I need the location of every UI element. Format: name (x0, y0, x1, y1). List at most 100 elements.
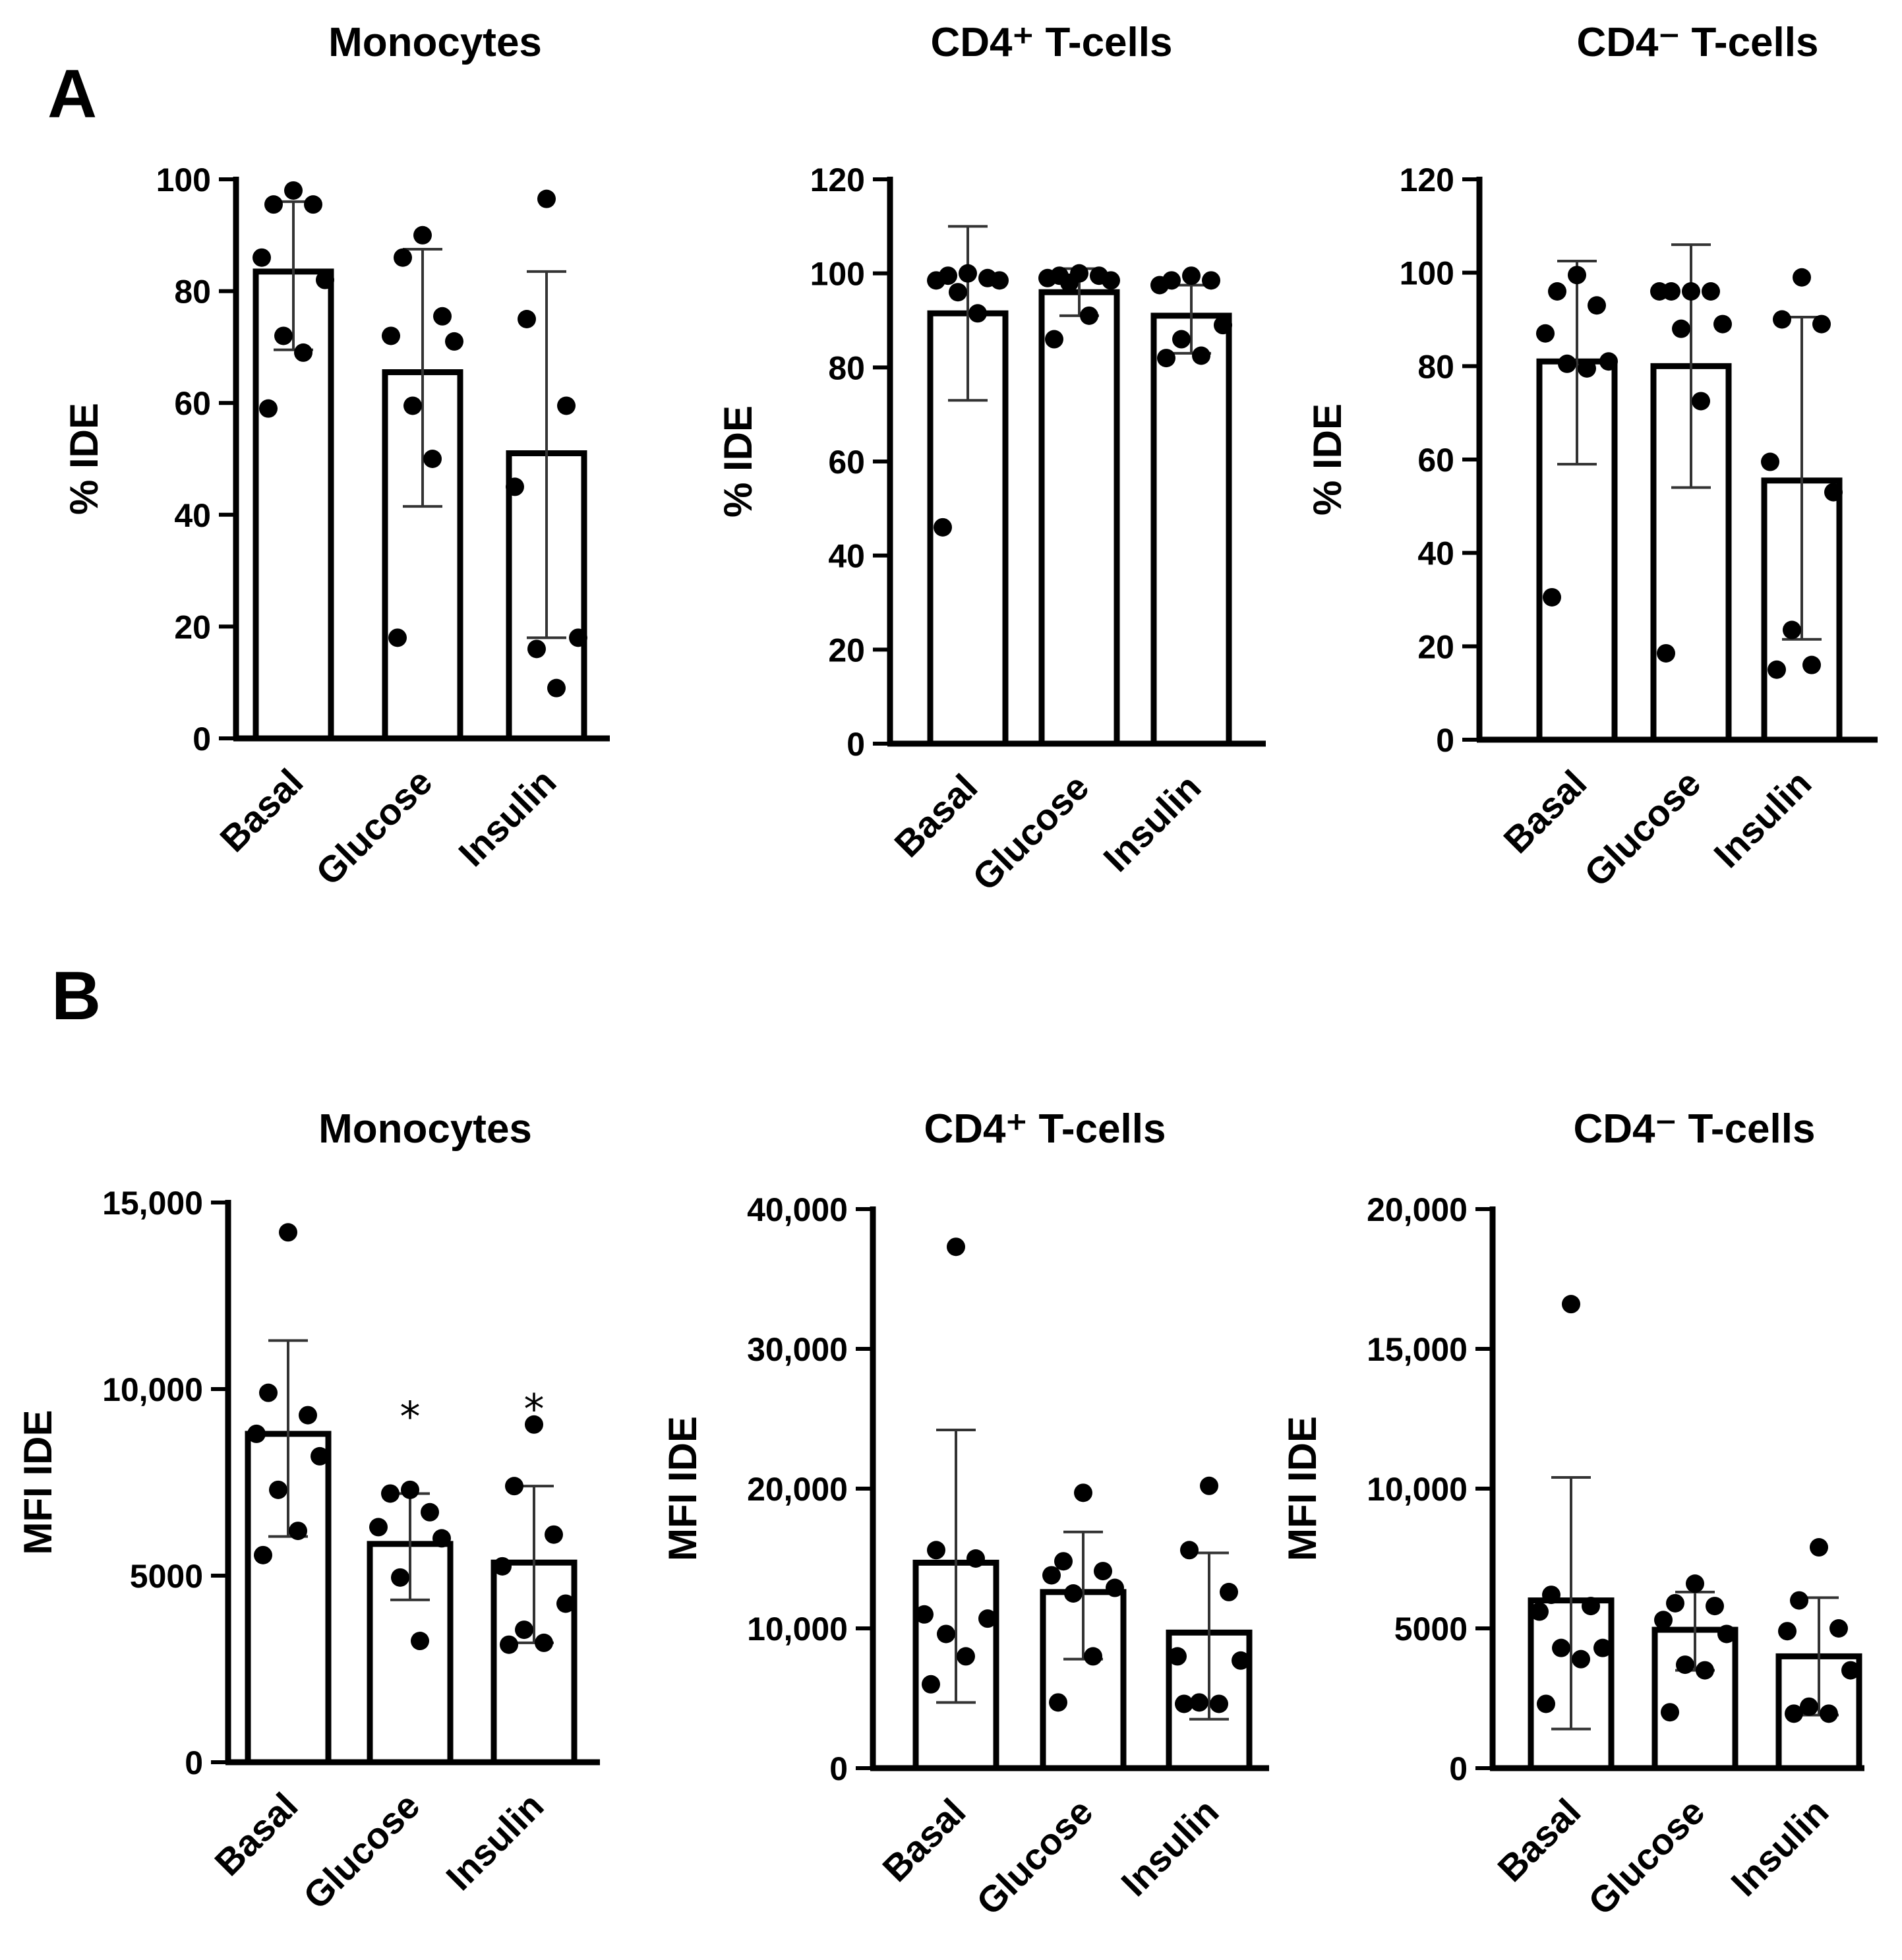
chart-3: CD4⁻ T-cells 0 20 40 60 80 100 120 % IDE BasalGlu… (1305, 20, 1878, 895)
data-point (1572, 1649, 1590, 1669)
data-point (1812, 314, 1831, 334)
y-tick-label: 60 (828, 444, 865, 481)
y-tick-label: 120 (1400, 162, 1454, 198)
chart-4: Monocytes 0 5000 10,000 15,000 MFI IDE Basal * G… (16, 1106, 600, 1917)
data-point (388, 628, 407, 647)
data-point (547, 678, 566, 698)
data-point (1536, 324, 1555, 343)
data-point (304, 195, 322, 214)
data-point (1042, 1566, 1061, 1585)
y-tick-label: 0 (829, 1750, 848, 1787)
data-point (1182, 266, 1201, 285)
data-point (1558, 354, 1576, 373)
data-point (1713, 314, 1732, 334)
data-point (1654, 1611, 1673, 1630)
y-tick-label: 80 (828, 349, 865, 386)
category-label: Basal (212, 761, 311, 860)
data-point (1168, 1647, 1187, 1666)
data-point (1783, 620, 1801, 639)
data-point (1210, 1694, 1228, 1713)
data-point (537, 189, 556, 208)
y-tick-label: 40 (1417, 535, 1454, 572)
data-point (1094, 1562, 1112, 1581)
data-point (505, 1477, 523, 1496)
data-point (1064, 1584, 1083, 1603)
y-tick-label: 30,000 (747, 1331, 848, 1368)
data-point (1200, 1476, 1218, 1495)
y-tick-label: 80 (174, 274, 211, 311)
category-label: Basal (874, 1791, 973, 1889)
y-tick-label: 40 (174, 497, 211, 534)
data-point (1157, 349, 1175, 368)
data-point (569, 628, 587, 647)
category-label: Glucose (965, 766, 1097, 899)
category-label: Insulin (1706, 762, 1819, 876)
data-point (1793, 268, 1811, 287)
category-label: Insulin (1723, 1791, 1836, 1904)
chart-title: Monocytes (328, 20, 542, 65)
data-point (959, 264, 977, 283)
data-point (915, 1605, 934, 1624)
data-point (1761, 452, 1779, 471)
data-point (253, 248, 271, 267)
data-point (1717, 1624, 1736, 1644)
data-point (1074, 1483, 1092, 1502)
data-point (269, 1480, 287, 1499)
y-axis-label: MFI IDE (16, 1410, 60, 1555)
data-point (1692, 392, 1710, 411)
data-point (1778, 1622, 1797, 1641)
data-point (381, 1484, 400, 1503)
data-point (927, 271, 945, 290)
significance-marker: * (400, 1392, 421, 1440)
data-point (1599, 352, 1618, 371)
data-point (978, 1609, 997, 1628)
data-point (493, 1557, 512, 1576)
data-point (445, 332, 463, 351)
data-point (947, 1237, 965, 1257)
data-point (284, 181, 303, 200)
data-point (1192, 346, 1210, 365)
data-point (1084, 1647, 1102, 1666)
data-point (545, 1525, 563, 1544)
data-point (259, 1383, 278, 1402)
data-point (949, 283, 967, 302)
chart-title: CD4⁻ T-cells (1574, 1106, 1816, 1152)
data-point (1676, 1655, 1694, 1675)
data-point (421, 1502, 439, 1522)
data-point (413, 225, 432, 245)
y-tick-label: 120 (810, 162, 865, 198)
data-point (1657, 643, 1675, 663)
category-label: Glucose (1580, 1791, 1713, 1923)
data-point (1543, 587, 1561, 607)
data-point (1060, 273, 1079, 292)
chart-title: CD4⁺ T-cells (931, 20, 1173, 65)
data-point (1666, 1593, 1684, 1613)
data-point (382, 326, 400, 345)
chart-2: CD4⁺ T-cells 0 20 40 60 80 100 120 % IDE BasalGlu… (716, 20, 1266, 899)
y-tick-label: 15,000 (1367, 1331, 1468, 1368)
chart-title: CD4⁺ T-cells (924, 1106, 1166, 1152)
category-label: Basal (886, 766, 985, 865)
data-point (316, 270, 334, 289)
y-tick-label: 0 (185, 1744, 203, 1781)
data-point (411, 1632, 429, 1651)
data-point (1706, 1597, 1724, 1616)
y-tick-label: 20,000 (1367, 1191, 1468, 1228)
category-label: Glucose (308, 761, 440, 893)
y-axis-label: MFI IDE (1280, 1416, 1324, 1561)
data-point (1537, 1694, 1555, 1713)
y-tick-label: 60 (1417, 442, 1454, 479)
data-point (294, 343, 312, 362)
data-point (518, 310, 536, 328)
data-point (1106, 1578, 1124, 1597)
data-point (1682, 282, 1700, 301)
bar (1038, 289, 1120, 747)
chart-title: CD4⁻ T-cells (1577, 20, 1819, 65)
data-point (922, 1675, 940, 1694)
data-point (1593, 1638, 1612, 1657)
data-point (1102, 271, 1120, 290)
y-axis-label: MFI IDE (661, 1416, 705, 1561)
data-point (1702, 282, 1720, 301)
data-point (1045, 330, 1063, 349)
significance-marker: * (524, 1385, 545, 1433)
